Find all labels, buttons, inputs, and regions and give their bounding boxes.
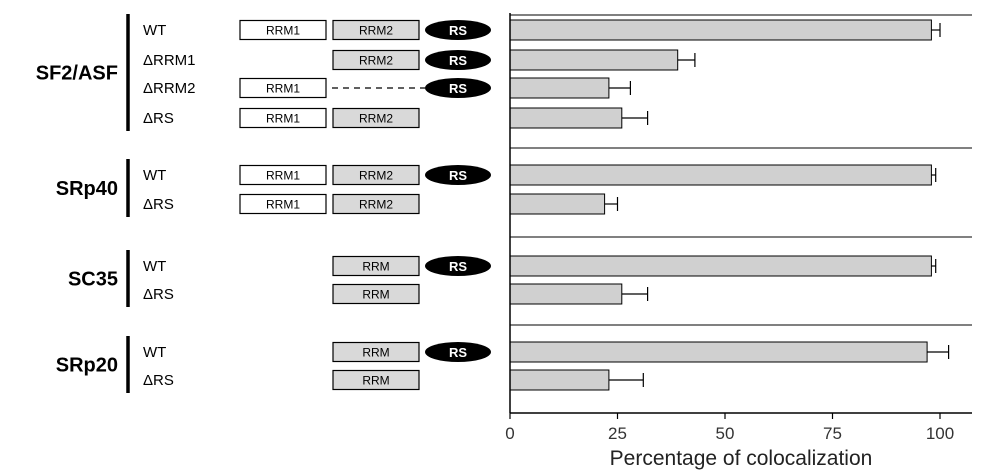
rrm1-domain-label: RRM1 [266,82,300,96]
rrm2-domain-box [332,107,420,129]
rrm1-domain-label: RRM1 [266,112,300,126]
variant-label: ΔRRM1 [143,52,196,69]
rs-domain-label: RS [449,81,467,96]
x-tick-label: 50 [716,424,735,443]
rs-domain-label: RS [449,168,467,183]
rrm2-domain-box [332,49,420,71]
rrm1-domain-box [239,77,327,99]
rrm-domain-label: RRM [362,346,389,360]
rs-domain-ellipse [425,165,491,185]
rrm1-domain-box [239,164,327,186]
rrm1-domain-box [239,193,327,215]
rrm1-domain-box [239,19,327,41]
protein-name-label: SRp40 [56,178,118,200]
bar-2 [509,77,610,99]
bar-4 [509,164,932,186]
rrm1-domain-label: RRM1 [266,169,300,183]
rrm2-domain-label: RRM2 [359,112,393,126]
bar-series [509,19,950,391]
protein-name-label: SRp20 [56,355,118,377]
rs-domain-ellipse [425,78,491,98]
bar-7 [509,283,623,305]
rs-domain-ellipse [425,20,491,40]
rrm-domain-box [332,255,420,277]
rrm-domain-label: RRM [362,288,389,302]
rs-domain-ellipse [425,50,491,70]
rrm2-domain-label: RRM2 [359,54,393,68]
rrm1-domain-box [239,107,327,129]
rrm2-domain-box [332,164,420,186]
variant-label: ΔRS [143,286,174,303]
bar-9 [509,369,610,391]
variant-label: ΔRS [143,110,174,127]
rrm-domain-label: RRM [362,260,389,274]
variant-label: ΔRS [143,372,174,389]
rrm-domain-box [332,341,420,363]
rs-domain-label: RS [449,345,467,360]
x-axis-label: Percentage of colocalization [610,447,873,470]
bar-3 [509,107,623,129]
bar-0 [509,19,932,41]
rs-domain-ellipse [425,342,491,362]
colocalization-bar-chart: 0 25 50 75 100 Percentage of colocalization [505,13,972,470]
rrm2-domain-label: RRM2 [359,169,393,183]
x-tick-label: 0 [505,424,514,443]
rrm2-domain-label: RRM2 [359,198,393,212]
x-axis: 0 25 50 75 100 Percentage of colocalization [505,13,972,470]
rrm1-domain-label: RRM1 [266,24,300,38]
x-tick-label: 75 [823,424,842,443]
rrm-domain-box [332,369,420,391]
rs-domain-label: RS [449,259,467,274]
bar-1 [509,49,679,71]
rs-domain-label: RS [449,23,467,38]
rrm2-domain-label: RRM2 [359,24,393,38]
protein-name-label: SC35 [68,269,118,291]
domain-diagram-panel: SF2/ASF WT RRM1 RRM2 RS ΔRRM1 RRM2 RS ΔRRM2 RRM1 R… [36,14,491,393]
rrm-domain-label: RRM [362,374,389,388]
bar-8 [509,341,928,363]
x-tick-label: 25 [608,424,627,443]
variant-label: WT [143,344,166,361]
variant-label: WT [143,22,166,39]
rrm-domain-box [332,283,420,305]
variant-label: ΔRS [143,196,174,213]
x-tick-label: 100 [926,424,954,443]
rs-domain-label: RS [449,53,467,68]
variant-label: ΔRRM2 [143,80,196,97]
protein-name-label: SF2/ASF [36,63,118,85]
rs-domain-ellipse [425,256,491,276]
bar-5 [509,193,606,215]
bar-6 [509,255,932,277]
rrm1-domain-label: RRM1 [266,198,300,212]
variant-label: WT [143,167,166,184]
rrm2-domain-box [332,193,420,215]
rrm2-domain-box [332,19,420,41]
variant-label: WT [143,258,166,275]
